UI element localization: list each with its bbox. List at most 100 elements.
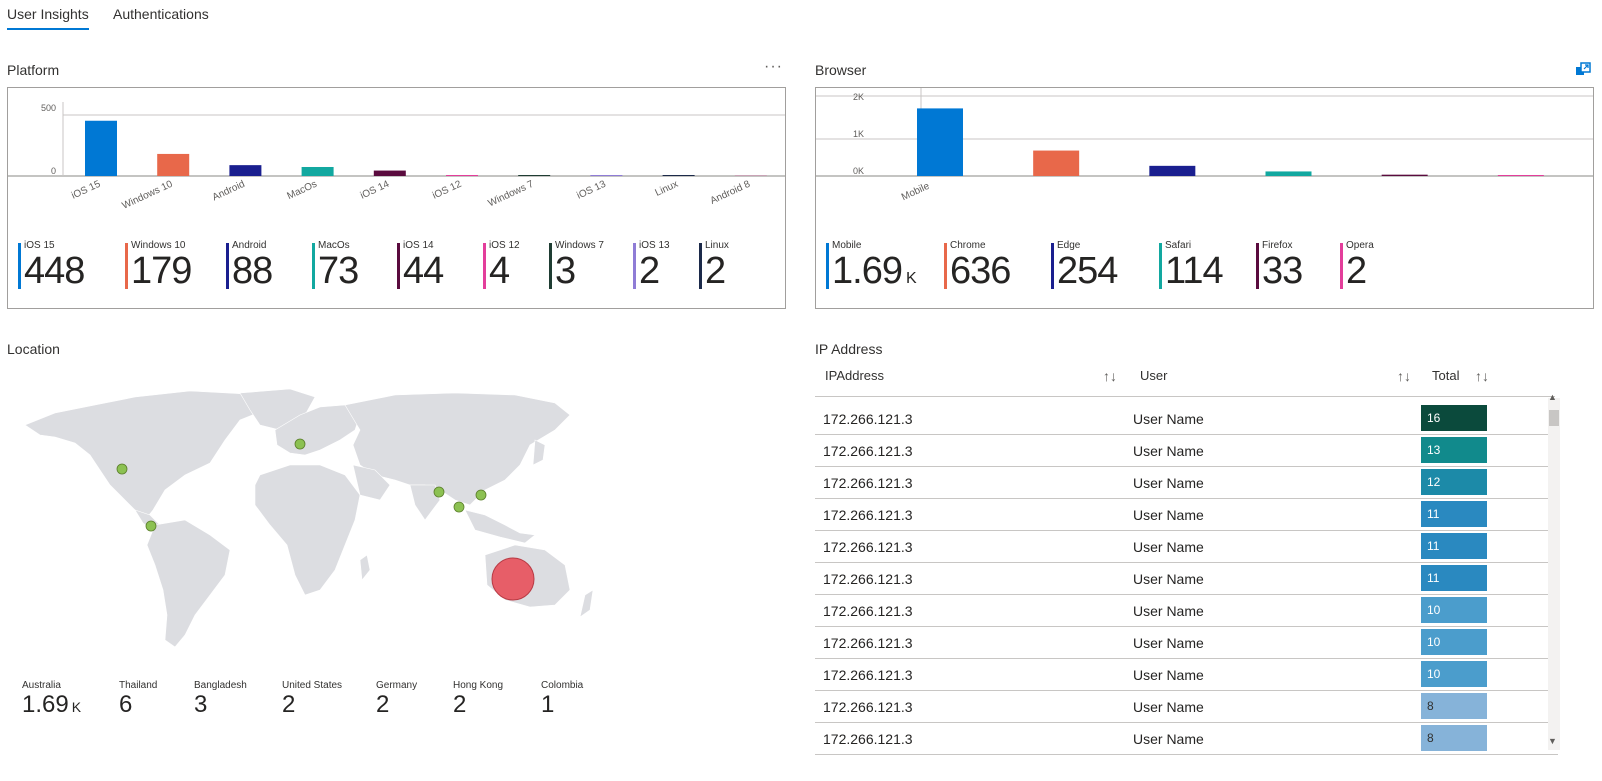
bar[interactable] bbox=[590, 175, 623, 176]
bar[interactable] bbox=[1265, 171, 1312, 176]
stat-windows-10[interactable]: Windows 10 179 bbox=[125, 240, 192, 292]
platform-chart: 500 0 iOS 15 Windows 10 Android MacOs iOS 14 iO… bbox=[8, 102, 785, 212]
total-cell: 10 bbox=[1421, 629, 1487, 655]
tab-authentications[interactable]: Authentications bbox=[113, 6, 209, 22]
continents bbox=[24, 388, 594, 648]
table-row[interactable]: 172.266.121.3 User Name 8 bbox=[815, 691, 1558, 723]
map-marker-australia[interactable] bbox=[491, 557, 535, 601]
tab-user-insights[interactable]: User Insights bbox=[7, 6, 89, 30]
map-marker[interactable] bbox=[475, 489, 487, 501]
stat-mobile[interactable]: Mobile 1.69 K bbox=[826, 240, 917, 292]
scroll-down-icon[interactable]: ▼ bbox=[1548, 736, 1557, 746]
sort-ipaddress-icon[interactable]: ↑↓ bbox=[1103, 368, 1117, 384]
map-marker[interactable] bbox=[145, 520, 157, 532]
location-stat-united-states[interactable]: United States 2 bbox=[282, 680, 342, 719]
stat-value: 254 bbox=[1057, 250, 1118, 292]
world-map[interactable] bbox=[15, 385, 605, 675]
y-tick-label: 0 bbox=[51, 166, 56, 176]
stat-ios-14[interactable]: iOS 14 44 bbox=[397, 240, 444, 292]
table-row[interactable]: 172.266.121.3 User Name 11 bbox=[815, 563, 1558, 595]
stat-linux[interactable]: Linux 2 bbox=[699, 240, 729, 292]
table-row[interactable]: 172.266.121.3 User Name 10 bbox=[815, 595, 1558, 627]
location-label: Hong Kong bbox=[453, 680, 504, 691]
scroll-up-icon[interactable]: ▲ bbox=[1548, 392, 1557, 402]
bar[interactable] bbox=[229, 165, 262, 176]
table-row[interactable]: 172.266.121.3 User Name 8 bbox=[815, 723, 1558, 755]
col-header-user[interactable]: User bbox=[1140, 368, 1168, 383]
col-header-total[interactable]: Total bbox=[1432, 368, 1460, 383]
bar[interactable] bbox=[917, 108, 963, 176]
total-cell: 8 bbox=[1421, 693, 1487, 719]
map-marker[interactable] bbox=[116, 463, 128, 475]
sort-user-icon[interactable]: ↑↓ bbox=[1397, 368, 1411, 384]
user-cell: User Name bbox=[1133, 699, 1204, 715]
total-cell: 10 bbox=[1421, 661, 1487, 687]
location-label: United States bbox=[282, 680, 343, 691]
bar[interactable] bbox=[373, 170, 406, 176]
stat-value: 3 bbox=[555, 250, 576, 292]
location-value: 3 bbox=[194, 691, 208, 718]
map-marker[interactable] bbox=[433, 486, 445, 498]
stat-macos[interactable]: MacOs 73 bbox=[312, 240, 359, 292]
user-cell: User Name bbox=[1133, 571, 1204, 587]
user-cell: User Name bbox=[1133, 443, 1204, 459]
location-stat-hong-kong[interactable]: Hong Kong 2 bbox=[453, 680, 503, 719]
bar[interactable] bbox=[662, 175, 695, 176]
stat-value: 4 bbox=[489, 250, 510, 292]
ip-address-cell: 172.266.121.3 bbox=[823, 507, 913, 523]
stat-ios-12[interactable]: iOS 12 4 bbox=[483, 240, 520, 292]
bar[interactable] bbox=[157, 153, 190, 176]
table-scrollbar[interactable]: ▲ ▼ bbox=[1548, 392, 1560, 750]
stat-label: Windows 10 bbox=[131, 240, 186, 251]
focus-mode-icon[interactable] bbox=[1575, 62, 1591, 78]
stat-label: Edge bbox=[1057, 240, 1081, 251]
stat-chrome[interactable]: Chrome 636 bbox=[944, 240, 1011, 292]
bar[interactable] bbox=[446, 175, 478, 176]
map-marker[interactable] bbox=[294, 438, 306, 450]
stat-edge[interactable]: Edge 254 bbox=[1051, 240, 1118, 292]
bar[interactable] bbox=[1149, 165, 1196, 176]
table-row[interactable]: 172.266.121.3 User Name 12 bbox=[815, 467, 1558, 499]
table-row[interactable]: 172.266.121.3 User Name 16 bbox=[815, 403, 1558, 435]
bar[interactable] bbox=[518, 175, 551, 176]
table-row[interactable]: 172.266.121.3 User Name 11 bbox=[815, 499, 1558, 531]
stat-suffix: K bbox=[905, 270, 917, 287]
location-stat-germany[interactable]: Germany 2 bbox=[376, 680, 417, 719]
location-stat-thailand[interactable]: Thailand 6 bbox=[119, 680, 157, 719]
stat-color-bar bbox=[125, 243, 128, 289]
stat-safari[interactable]: Safari 114 bbox=[1159, 240, 1224, 292]
bar[interactable] bbox=[1033, 150, 1080, 176]
location-stat-australia[interactable]: Australia 1.69 K bbox=[22, 680, 81, 721]
stat-opera[interactable]: Opera 2 bbox=[1340, 240, 1374, 292]
table-row[interactable]: 172.266.121.3 User Name 13 bbox=[815, 435, 1558, 467]
location-value: 1 bbox=[541, 691, 555, 718]
table-row[interactable]: 172.266.121.3 User Name 11 bbox=[815, 531, 1558, 563]
stat-android[interactable]: Android 88 bbox=[226, 240, 273, 292]
map-marker[interactable] bbox=[453, 501, 465, 513]
bar[interactable] bbox=[85, 120, 117, 176]
stat-firefox[interactable]: Firefox 33 bbox=[1256, 240, 1303, 292]
x-tick-label: Windows 10 bbox=[120, 179, 174, 212]
location-stat-bangladesh[interactable]: Bangladesh 3 bbox=[194, 680, 247, 719]
ip-address-cell: 172.266.121.3 bbox=[823, 571, 913, 587]
bar[interactable] bbox=[734, 175, 767, 176]
sort-total-icon[interactable]: ↑↓ bbox=[1475, 368, 1489, 384]
stat-color-bar bbox=[633, 243, 636, 289]
table-row[interactable]: 172.266.121.3 User Name 10 bbox=[815, 627, 1558, 659]
ellipsis-icon[interactable]: ··· bbox=[764, 58, 783, 75]
stat-label: Windows 7 bbox=[555, 240, 604, 251]
bar[interactable] bbox=[1381, 174, 1428, 176]
stat-label: Linux bbox=[705, 240, 729, 251]
location-value: 6 bbox=[119, 691, 133, 718]
table-row[interactable]: 172.266.121.3 User Name 10 bbox=[815, 659, 1558, 691]
col-header-ipaddress[interactable]: IPAddress bbox=[825, 368, 885, 383]
bar[interactable] bbox=[301, 166, 334, 176]
location-stat-colombia[interactable]: Colombia 1 bbox=[541, 680, 583, 719]
stat-ios-13[interactable]: iOS 13 2 bbox=[633, 240, 670, 292]
ip-address-cell: 172.266.121.3 bbox=[823, 667, 913, 683]
stat-value: 2 bbox=[639, 250, 660, 292]
scroll-thumb[interactable] bbox=[1549, 410, 1559, 426]
bar[interactable] bbox=[1497, 175, 1544, 176]
stat-ios-15[interactable]: iOS 15 448 bbox=[18, 240, 85, 292]
